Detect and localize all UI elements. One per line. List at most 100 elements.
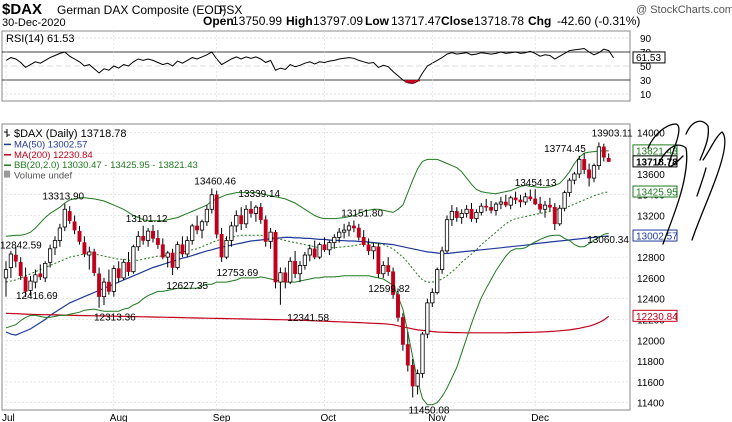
date-tick-label: Dec bbox=[531, 413, 549, 422]
candle bbox=[361, 230, 366, 247]
ma50-line bbox=[5, 235, 609, 336]
candle bbox=[420, 332, 425, 378]
price-last-value: 13718.78 bbox=[636, 157, 678, 168]
candle bbox=[160, 238, 165, 260]
price-tick-label: 11400 bbox=[637, 399, 665, 410]
candle bbox=[28, 275, 33, 296]
legend-entry: $DAX (Daily) 13718.78 bbox=[14, 128, 127, 140]
date-x-axis: Jul Aug Sep Oct Nov Dec bbox=[2, 413, 549, 422]
candle bbox=[587, 163, 592, 187]
candle bbox=[518, 194, 523, 208]
candle bbox=[459, 209, 464, 224]
candle bbox=[410, 359, 415, 398]
candle bbox=[92, 248, 97, 276]
legend-entry: MA(200) 12230.84 bbox=[14, 150, 93, 161]
date-tick-label: Aug bbox=[110, 413, 128, 422]
candle bbox=[562, 190, 567, 212]
candle bbox=[219, 228, 224, 262]
candle bbox=[307, 244, 312, 262]
company-name: German DAX Composite (EOD) bbox=[57, 3, 226, 17]
candle bbox=[557, 205, 562, 226]
price-tick-label: 11800 bbox=[637, 357, 665, 368]
quote-value: -42.60 (-0.31%) bbox=[557, 14, 640, 28]
candle bbox=[346, 221, 352, 237]
chart-header: $DAX German DAX Composite (EOD) FSX @ St… bbox=[2, 1, 732, 29]
candle bbox=[396, 288, 400, 322]
candle bbox=[366, 238, 371, 256]
date-tick-label: Jul bbox=[2, 413, 15, 422]
price-annotation: 12753.69 bbox=[217, 268, 259, 279]
candle bbox=[430, 288, 435, 308]
candle bbox=[601, 143, 606, 162]
price-annotation: 13313.90 bbox=[42, 192, 84, 203]
date-label: 30-Dec-2020 bbox=[2, 17, 66, 29]
rsi-oversold-fill bbox=[405, 80, 421, 84]
candle bbox=[155, 230, 160, 249]
candle bbox=[239, 207, 244, 231]
candle bbox=[376, 242, 381, 278]
date-tick-label: Nov bbox=[428, 413, 446, 422]
candle bbox=[302, 251, 308, 270]
candle bbox=[312, 240, 317, 260]
candle bbox=[479, 203, 484, 216]
candle bbox=[258, 203, 263, 224]
price-annotation: 13460.46 bbox=[194, 176, 236, 187]
candle bbox=[474, 209, 479, 223]
rsi-legend: RSI(14) 61.53 bbox=[6, 33, 74, 45]
candle bbox=[131, 244, 136, 274]
candle bbox=[523, 192, 528, 206]
candle bbox=[498, 196, 504, 210]
price-tick-label: 13600 bbox=[637, 170, 665, 181]
candle bbox=[288, 257, 293, 285]
quote-value: 13750.99 bbox=[232, 14, 282, 28]
exchange-label: FSX bbox=[219, 3, 242, 17]
ma200-line bbox=[5, 312, 610, 334]
quote-value: 13797.09 bbox=[313, 14, 363, 28]
candle bbox=[175, 241, 180, 270]
candle bbox=[356, 223, 361, 241]
quote-label: Open bbox=[203, 14, 234, 28]
candle bbox=[48, 244, 53, 268]
candle bbox=[596, 142, 602, 170]
candle bbox=[400, 313, 405, 351]
price-annotation: 12627.35 bbox=[166, 281, 208, 292]
candle bbox=[297, 261, 303, 283]
candle bbox=[552, 203, 557, 231]
candle bbox=[425, 298, 430, 339]
candle bbox=[263, 215, 268, 247]
candle bbox=[101, 277, 107, 305]
candle bbox=[489, 200, 494, 214]
candle bbox=[204, 205, 209, 226]
candle bbox=[170, 248, 175, 276]
quote-label: Close bbox=[441, 14, 474, 28]
candle bbox=[229, 221, 234, 247]
candle bbox=[278, 267, 283, 305]
bb-middle-line bbox=[5, 191, 609, 283]
candle bbox=[199, 219, 205, 239]
candle bbox=[77, 225, 82, 245]
candle bbox=[195, 215, 200, 235]
candle bbox=[38, 264, 43, 280]
credit-label: @ StockCharts.com bbox=[636, 4, 732, 16]
price-last-value: 12230.84 bbox=[636, 312, 678, 323]
quote-label: Low bbox=[365, 14, 390, 28]
price-annotation: 12341.58 bbox=[287, 313, 329, 324]
candle bbox=[332, 234, 337, 249]
candle bbox=[449, 205, 455, 226]
candle bbox=[293, 250, 298, 278]
quote-label: Chg bbox=[528, 14, 551, 28]
candle bbox=[484, 198, 489, 212]
quote-value: 13717.47 bbox=[391, 14, 441, 28]
price-panel: 12842.59 12416.69 13313.90 12313.36 13101.12… bbox=[0, 31, 678, 422]
candle bbox=[337, 228, 342, 243]
price-annotation: 12842.59 bbox=[0, 241, 42, 252]
candle bbox=[591, 163, 597, 183]
candle bbox=[243, 205, 249, 228]
candle bbox=[572, 171, 577, 185]
candle bbox=[391, 267, 396, 299]
candle bbox=[224, 236, 229, 260]
price-tick-label: 13200 bbox=[637, 212, 665, 223]
